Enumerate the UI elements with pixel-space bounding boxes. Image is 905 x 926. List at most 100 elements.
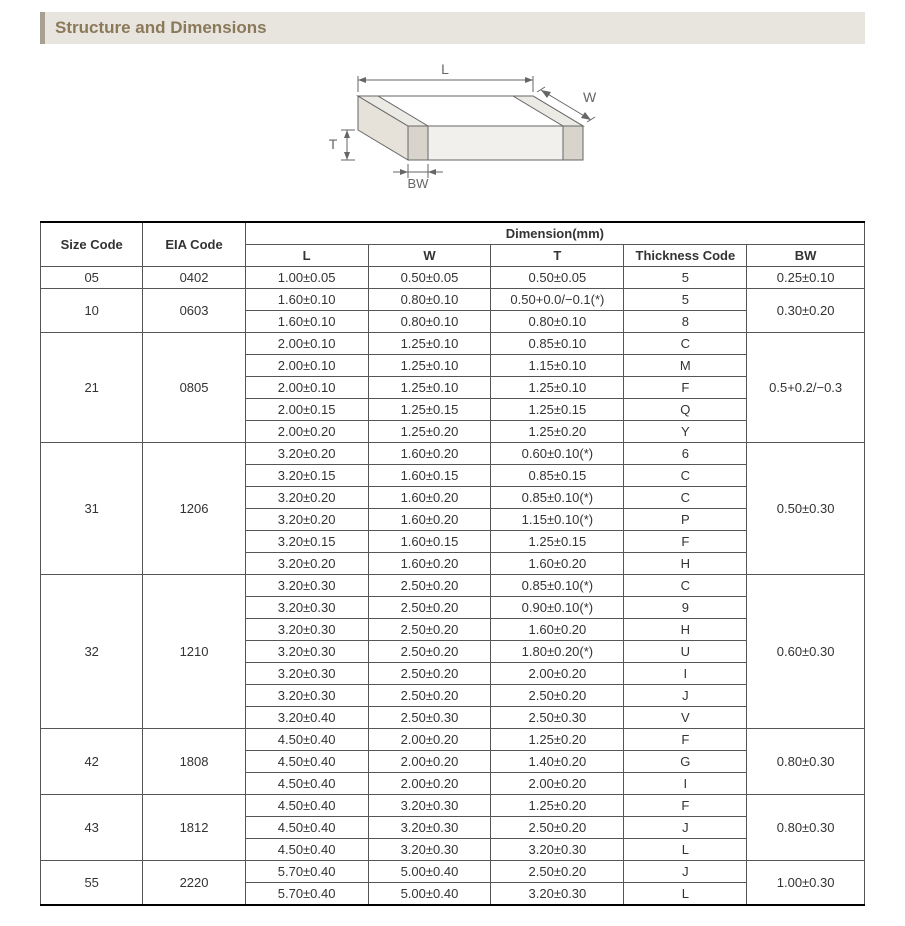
label-BW: BW [407,176,429,191]
cell-size: 21 [41,333,143,443]
table-row: 4218084.50±0.402.00±0.201.25±0.20F0.80±0… [41,729,865,751]
cell-T: 0.50±0.05 [491,267,624,289]
cell-L: 4.50±0.40 [245,751,368,773]
dimension-diagram: L T W [0,48,905,213]
cell-L: 3.20±0.30 [245,663,368,685]
cell-eia: 0603 [143,289,245,333]
cell-W: 1.25±0.20 [368,421,491,443]
cell-W: 5.00±0.40 [368,883,491,906]
cell-T: 3.20±0.30 [491,839,624,861]
cell-T: 3.20±0.30 [491,883,624,906]
cell-L: 3.20±0.40 [245,707,368,729]
cell-T: 1.25±0.20 [491,795,624,817]
cell-T: 1.15±0.10(*) [491,509,624,531]
cell-T: 1.25±0.15 [491,399,624,421]
cell-L: 2.00±0.15 [245,399,368,421]
cell-T: 0.80±0.10 [491,311,624,333]
cell-L: 3.20±0.20 [245,443,368,465]
table-row: 5522205.70±0.405.00±0.402.50±0.20J1.00±0… [41,861,865,883]
cell-eia: 0805 [143,333,245,443]
cell-tc: Q [624,399,747,421]
cell-T: 1.25±0.20 [491,729,624,751]
cell-bw: 0.5+0.2/−0.3 [747,333,865,443]
cell-T: 1.40±0.20 [491,751,624,773]
cell-tc: F [624,729,747,751]
cell-L: 3.20±0.15 [245,531,368,553]
cell-L: 1.60±0.10 [245,289,368,311]
cell-L: 3.20±0.20 [245,509,368,531]
cell-size: 32 [41,575,143,729]
cell-T: 1.25±0.15 [491,531,624,553]
cell-tc: 8 [624,311,747,333]
cell-T: 0.50+0.0/−0.1(*) [491,289,624,311]
cell-tc: H [624,553,747,575]
cell-eia: 0402 [143,267,245,289]
cell-L: 3.20±0.30 [245,641,368,663]
cell-tc: I [624,663,747,685]
cell-L: 1.00±0.05 [245,267,368,289]
col-W: W [368,245,491,267]
cell-tc: M [624,355,747,377]
col-BW: BW [747,245,865,267]
cell-T: 0.60±0.10(*) [491,443,624,465]
cell-bw: 0.60±0.30 [747,575,865,729]
cell-W: 0.80±0.10 [368,311,491,333]
cell-size: 55 [41,861,143,906]
cell-tc: L [624,883,747,906]
cell-tc: C [624,575,747,597]
cell-T: 1.25±0.10 [491,377,624,399]
table-row: 3212103.20±0.302.50±0.200.85±0.10(*)C0.6… [41,575,865,597]
table-row: 3112063.20±0.201.60±0.200.60±0.10(*)60.5… [41,443,865,465]
cell-T: 1.15±0.10 [491,355,624,377]
cell-bw: 0.80±0.30 [747,729,865,795]
cell-bw: 0.50±0.30 [747,443,865,575]
col-thick: Thickness Code [624,245,747,267]
cell-L: 3.20±0.30 [245,597,368,619]
cell-W: 3.20±0.30 [368,839,491,861]
cell-W: 2.00±0.20 [368,729,491,751]
cell-bw: 0.80±0.30 [747,795,865,861]
cell-size: 42 [41,729,143,795]
cell-W: 5.00±0.40 [368,861,491,883]
cell-W: 1.60±0.20 [368,509,491,531]
cell-W: 0.50±0.05 [368,267,491,289]
cell-tc: 5 [624,267,747,289]
cell-bw: 0.30±0.20 [747,289,865,333]
cell-eia: 1812 [143,795,245,861]
cell-tc: P [624,509,747,531]
cell-W: 2.50±0.30 [368,707,491,729]
cell-L: 3.20±0.30 [245,619,368,641]
cell-W: 1.25±0.15 [368,399,491,421]
cell-W: 2.50±0.20 [368,685,491,707]
cell-W: 0.80±0.10 [368,289,491,311]
cell-eia: 1206 [143,443,245,575]
cell-T: 1.60±0.20 [491,553,624,575]
cell-eia: 1808 [143,729,245,795]
cell-L: 5.70±0.40 [245,883,368,906]
cell-W: 3.20±0.30 [368,817,491,839]
col-eia: EIA Code [143,222,245,267]
cell-T: 1.60±0.20 [491,619,624,641]
col-dim: Dimension(mm) [245,222,864,245]
cell-L: 4.50±0.40 [245,773,368,795]
cell-T: 2.00±0.20 [491,663,624,685]
cell-tc: G [624,751,747,773]
cell-T: 0.85±0.15 [491,465,624,487]
cell-tc: F [624,531,747,553]
col-size: Size Code [41,222,143,267]
cell-L: 4.50±0.40 [245,817,368,839]
cell-tc: 9 [624,597,747,619]
cell-tc: F [624,377,747,399]
cell-W: 1.60±0.20 [368,553,491,575]
cell-W: 1.25±0.10 [368,355,491,377]
section-title: Structure and Dimensions [55,18,267,37]
cell-W: 3.20±0.30 [368,795,491,817]
cell-tc: Y [624,421,747,443]
cell-eia: 2220 [143,861,245,906]
cell-W: 1.60±0.20 [368,443,491,465]
cell-W: 2.50±0.20 [368,575,491,597]
dimensions-table: Size Code EIA Code Dimension(mm) L W T T… [40,221,865,906]
cell-tc: L [624,839,747,861]
cell-tc: I [624,773,747,795]
cell-tc: C [624,487,747,509]
